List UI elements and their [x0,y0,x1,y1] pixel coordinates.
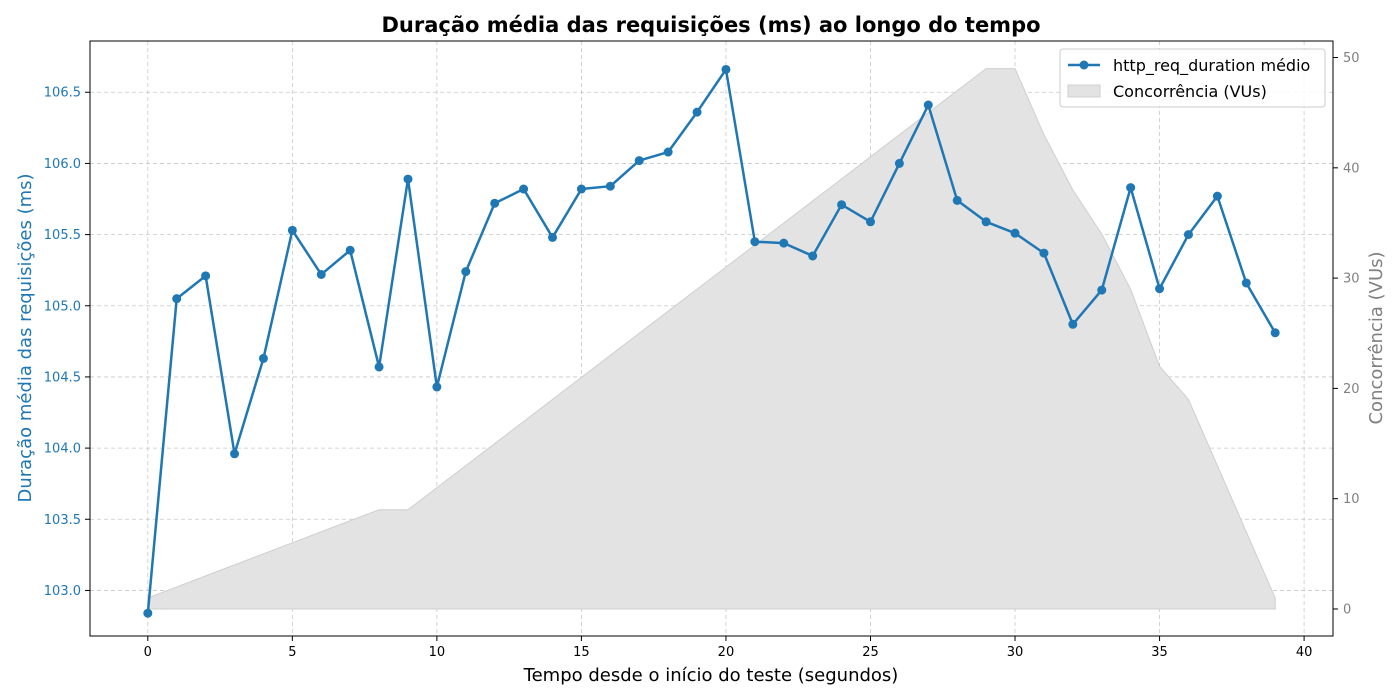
duration-point [894,158,904,168]
duration-point [1212,191,1222,201]
x-tick-label: 35 [1151,645,1168,660]
duration-line-layer [143,64,1280,618]
y2-tick-label: 20 [1343,382,1360,397]
x-tick-label: 15 [573,645,590,660]
duration-point [981,217,991,227]
duration-point [287,225,297,235]
y-tick-label: 105.5 [44,228,81,243]
x-tick-label: 20 [718,645,735,660]
axes: 0 5 10 15 20 25 30 35 40 103.0 103.5 104.0 104.5 105.… [44,40,1360,660]
duration-point [1270,328,1280,338]
duration-line [146,68,1277,614]
y-tick-label: 104.5 [44,370,81,385]
duration-point [258,353,268,363]
duration-point [923,100,933,110]
duration-point [750,237,760,247]
y-axis-label: Duração média das requisições (ms) [15,173,36,502]
y2-tick-label: 0 [1343,602,1351,617]
duration-point [692,107,702,117]
y-tick-label: 105.0 [44,299,81,314]
y2-tick-label: 10 [1343,492,1360,507]
duration-point [865,217,875,227]
y-tick-label: 104.0 [44,442,81,457]
duration-point [779,238,789,248]
x-tick-label: 5 [288,645,296,660]
duration-point [432,382,442,392]
x-tick-label: 30 [1007,645,1024,660]
duration-point [663,147,673,157]
duration-point [461,267,471,277]
y2-tick-label: 50 [1343,51,1360,66]
duration-point [837,200,847,210]
duration-point [952,195,962,205]
duration-point [1039,248,1049,258]
y-tick-label: 106.5 [44,86,81,101]
legend-label-concurrency: Concorrência (VUs) [1113,82,1267,101]
duration-point [808,251,818,261]
plot-frame [89,40,1334,637]
duration-point [1183,230,1193,240]
duration-point [1241,278,1251,288]
x-tick-label: 0 [144,645,152,660]
legend: http_req_duration médio Concorrência (VU… [1059,48,1326,108]
duration-point [143,608,153,618]
duration-point [1097,285,1107,295]
y2-tick-label: 30 [1343,272,1360,287]
duration-point [403,174,413,184]
duration-point [230,449,240,459]
legend-area-swatch [1067,84,1101,98]
duration-point [1155,284,1165,294]
legend-box [1059,48,1326,108]
y-tick-label: 103.0 [44,584,81,599]
duration-point [1068,319,1078,329]
duration-point [1126,183,1136,193]
duration-point [576,184,586,194]
x-tick-label: 40 [1296,645,1313,660]
duration-point [548,232,558,242]
duration-point [519,184,529,194]
x-tick-label: 25 [862,645,879,660]
x-tick-label: 10 [429,645,446,660]
y-tick-label: 106.0 [44,157,81,172]
duration-point [490,198,500,208]
duration-point [201,271,211,281]
y-tick-label: 103.5 [44,513,81,528]
concurrency-area [147,68,1276,610]
duration-point [316,269,326,279]
chart-title: Duração média das requisições (ms) ao lo… [381,13,1040,37]
y2-tick-label: 40 [1343,161,1360,176]
duration-point [634,156,644,166]
duration-point [1010,228,1020,238]
x-axis-label: Tempo desde o início do teste (segundos) [523,665,899,686]
duration-point [345,245,355,255]
duration-point [605,181,615,191]
y2-axis-label: Concorrência (VUs) [1366,251,1387,424]
legend-marker-swatch [1079,60,1089,70]
concurrency-area-layer [147,68,1276,610]
legend-label-duration: http_req_duration médio [1113,56,1310,76]
duration-point [374,362,384,372]
duration-point [172,294,182,304]
duration-point [721,64,731,74]
